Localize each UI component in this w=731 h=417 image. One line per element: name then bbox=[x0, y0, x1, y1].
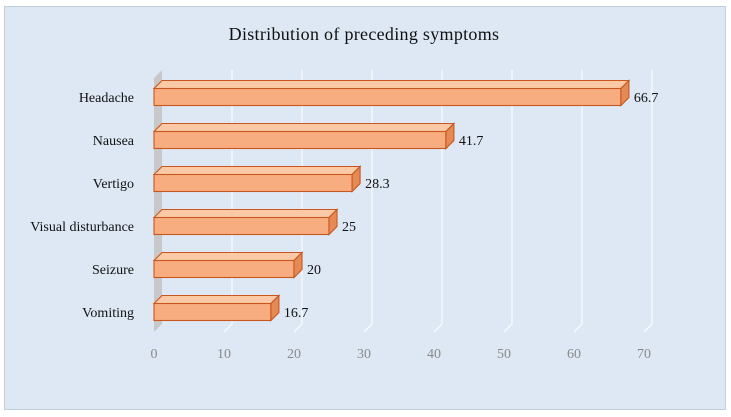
bar-front-face bbox=[153, 259, 295, 279]
bar-top-face bbox=[152, 294, 281, 305]
bar-top-face bbox=[152, 251, 304, 262]
value-label: 20 bbox=[307, 263, 321, 278]
value-label: 66.7 bbox=[634, 91, 659, 106]
bar-front-face bbox=[153, 173, 353, 193]
gridline bbox=[573, 70, 583, 333]
category-label: Headache bbox=[79, 91, 134, 106]
gridline bbox=[433, 70, 443, 333]
bar-top-face bbox=[152, 208, 339, 219]
value-label: 25 bbox=[342, 220, 356, 235]
gridline bbox=[503, 70, 513, 333]
x-tick-label: 30 bbox=[357, 347, 371, 362]
bar-end-face bbox=[270, 294, 280, 322]
chart-wall bbox=[154, 70, 162, 332]
bar-top-face bbox=[152, 79, 631, 90]
bar-top-face bbox=[152, 165, 362, 176]
chart-title: Distribution of preceding symptoms bbox=[229, 24, 500, 44]
bar-nausea bbox=[152, 122, 456, 150]
bars bbox=[152, 79, 631, 322]
chart-frame bbox=[4, 6, 726, 410]
bar-end-face bbox=[445, 122, 455, 150]
value-label: 28.3 bbox=[365, 177, 390, 192]
category-label: Seizure bbox=[92, 263, 134, 278]
category-label: Nausea bbox=[93, 134, 135, 149]
bar-front-face bbox=[153, 87, 622, 107]
value-label: 41.7 bbox=[459, 134, 484, 149]
bar-vomiting bbox=[152, 294, 281, 322]
x-tick-label: 40 bbox=[427, 347, 441, 362]
value-label: 16.7 bbox=[284, 306, 309, 321]
x-tick-label: 60 bbox=[567, 347, 581, 362]
x-tick-label: 70 bbox=[637, 347, 651, 362]
chart-side-wall bbox=[154, 70, 162, 332]
bar-front-face bbox=[153, 216, 330, 236]
x-tick-label: 50 bbox=[497, 347, 511, 362]
gridline bbox=[363, 70, 373, 333]
bar-end-face bbox=[328, 208, 338, 236]
x-tick-label: 10 bbox=[217, 347, 231, 362]
bar-end-face bbox=[351, 165, 361, 193]
bar-front-face bbox=[153, 130, 447, 150]
x-tick-label: 20 bbox=[287, 347, 301, 362]
gridlines bbox=[223, 70, 653, 333]
x-tick-label: 0 bbox=[151, 347, 158, 362]
bar-end-face bbox=[620, 79, 630, 107]
category-label: Vomiting bbox=[82, 306, 134, 321]
gridline bbox=[223, 70, 233, 333]
category-label: Visual disturbance bbox=[30, 220, 134, 235]
gridline bbox=[293, 70, 303, 333]
bar-end-face bbox=[293, 251, 303, 279]
bar-seizure bbox=[152, 251, 304, 279]
bar-front-face bbox=[153, 302, 272, 322]
bar-top-face bbox=[152, 122, 456, 133]
labels: 0 10 20 30 40 50 60 70 Headache 66.7 Nausea 41.7 Ver… bbox=[30, 91, 658, 362]
gridline bbox=[643, 70, 653, 333]
bar-vertigo bbox=[152, 165, 362, 193]
bar-visual-disturbance bbox=[152, 208, 339, 236]
category-label: Vertigo bbox=[93, 177, 134, 192]
bar-headache bbox=[152, 79, 631, 107]
